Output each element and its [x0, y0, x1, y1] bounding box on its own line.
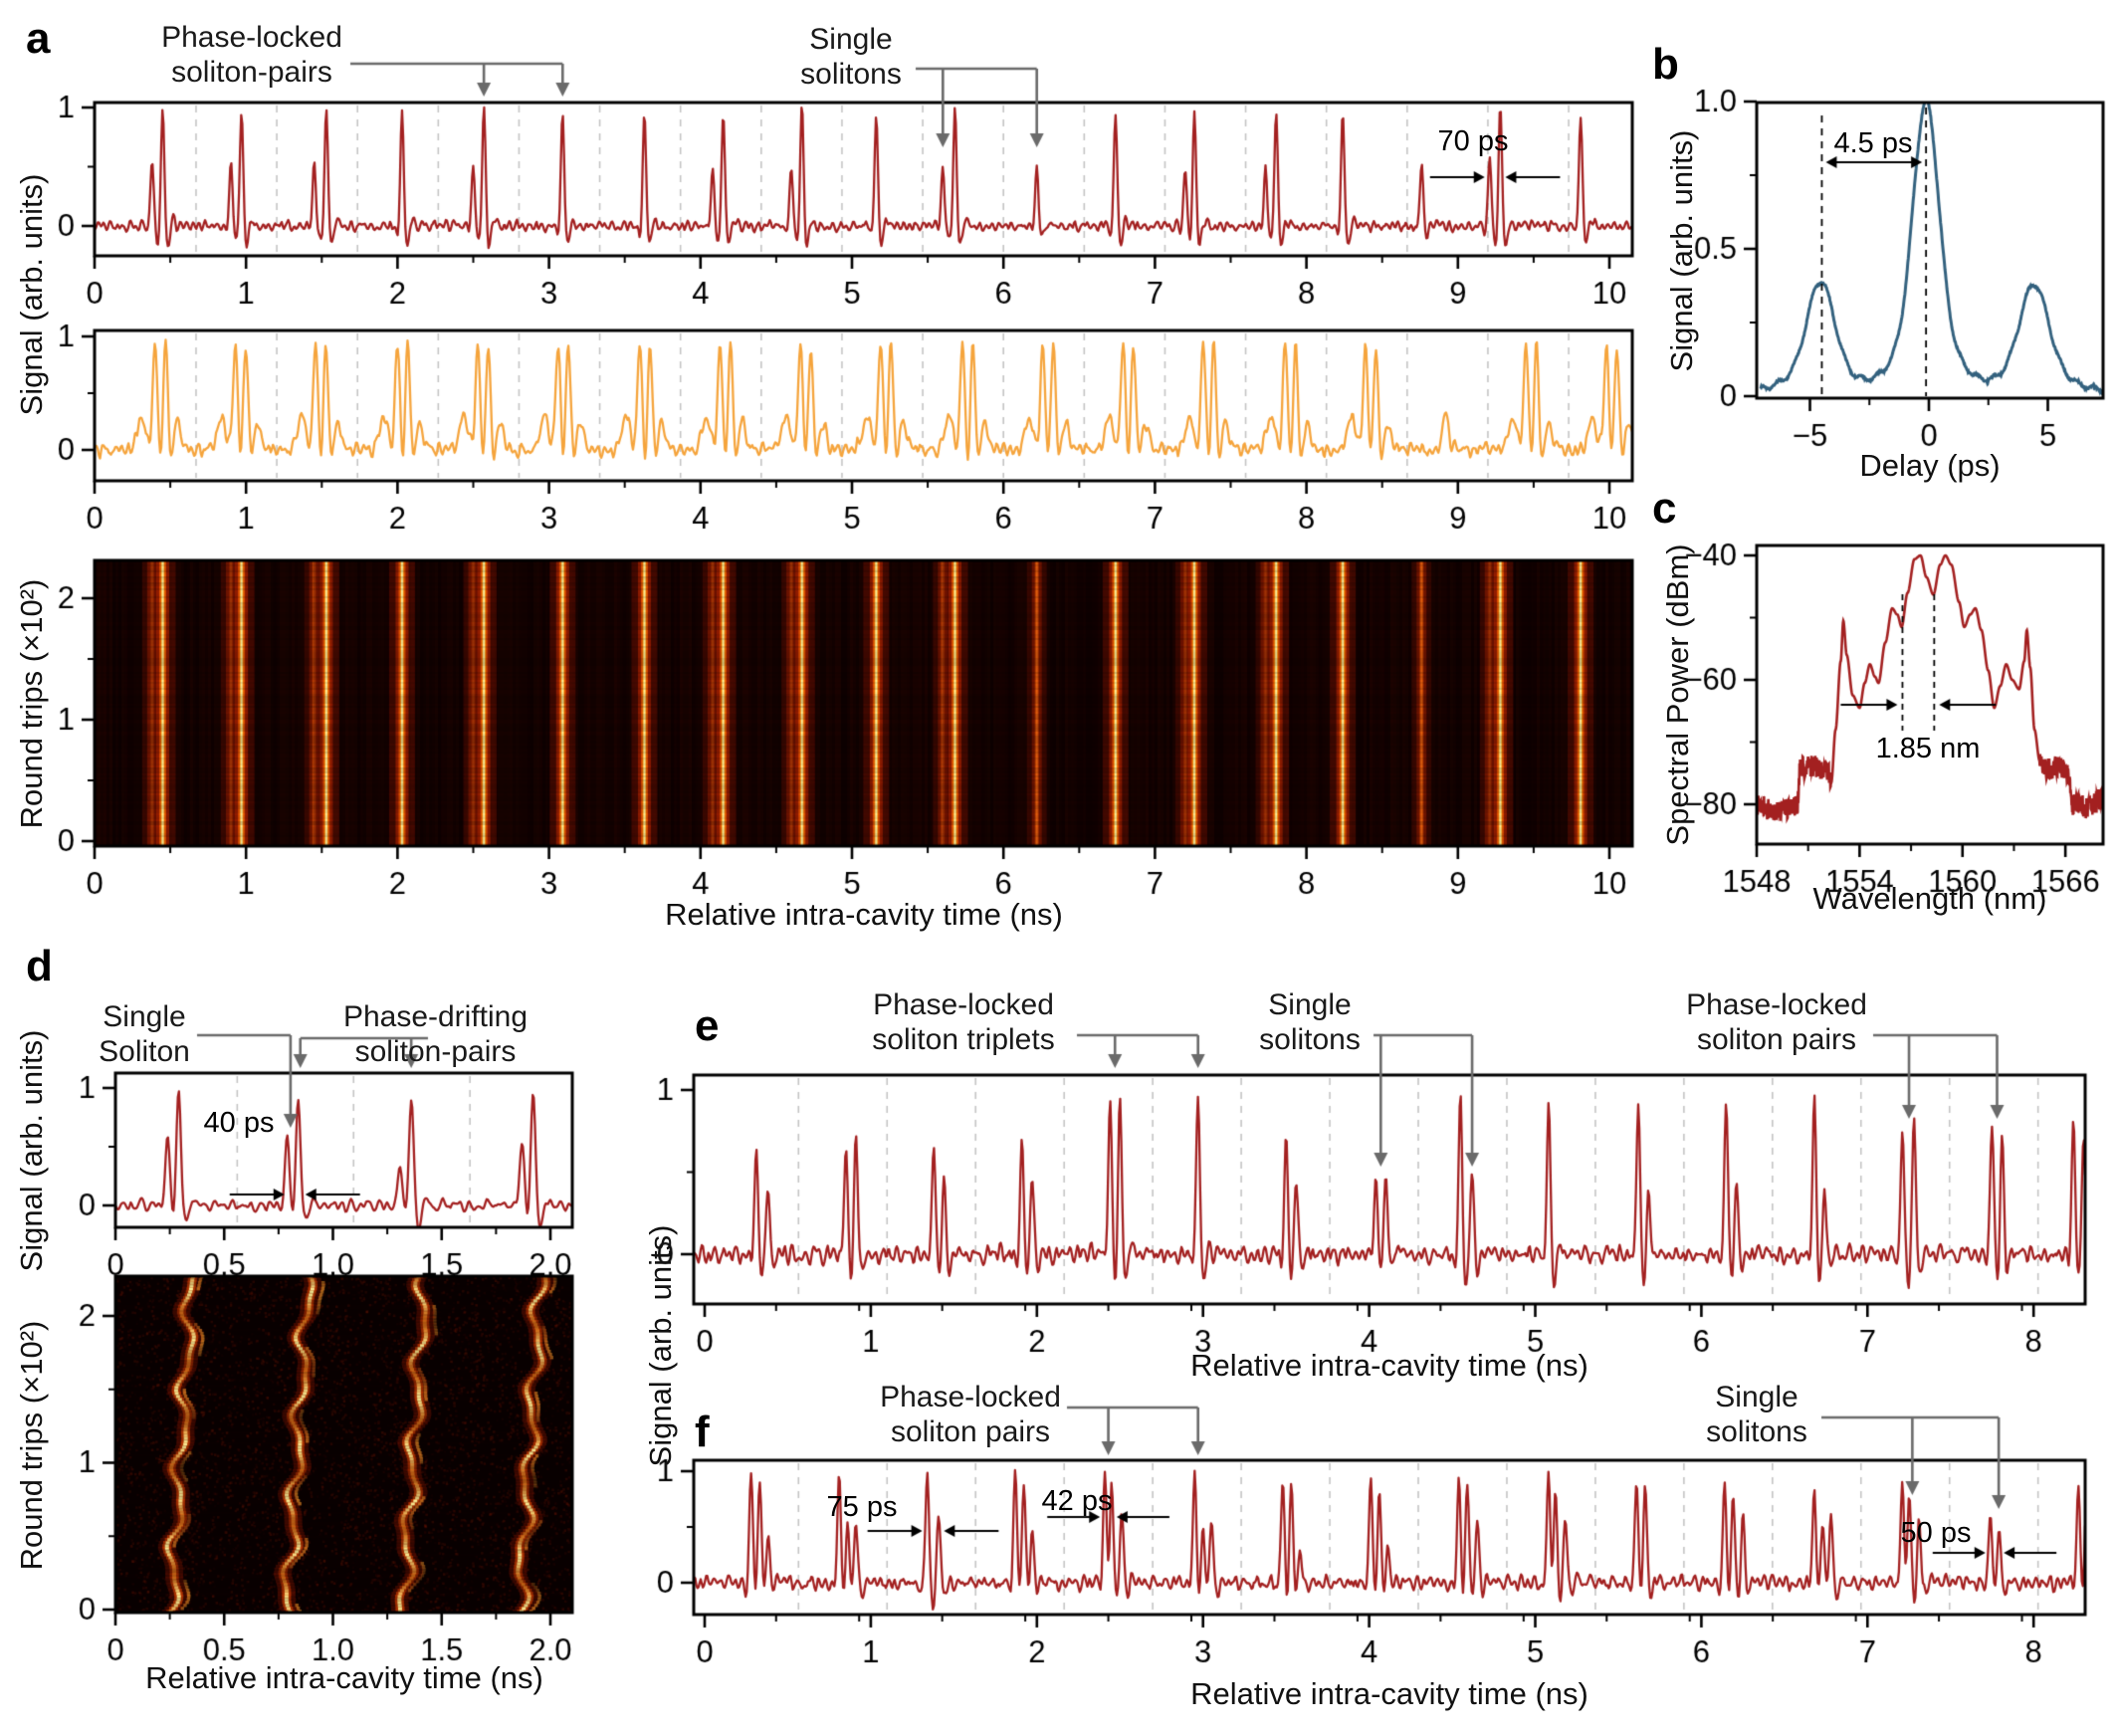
y-axis-label-spectral-power-c: Spectral Power (dBm)	[1660, 543, 1695, 846]
panel-letter-c: c	[1652, 484, 1677, 533]
annotation-42ps: 42 ps	[1041, 1485, 1113, 1517]
annotation-70ps: 70 ps	[1437, 125, 1509, 157]
annotation-line: Soliton	[99, 1035, 190, 1068]
annotation-line: Single	[1715, 1381, 1799, 1413]
annotation-line: solitons	[800, 58, 902, 91]
y-axis-label-signal-a: Signal (arb. units)	[14, 173, 49, 416]
y-axis-label-round-trips-a: Round trips (×10²)	[14, 578, 49, 829]
annotation-single-solitons-e: Single solitons	[1210, 987, 1409, 1057]
annotation-line: Phase-drifting	[342, 1000, 529, 1033]
annotation-line: Single	[809, 23, 893, 56]
y-axis-label-signal-b: Signal (arb. units)	[1664, 129, 1699, 372]
annotation-line: solitons	[1259, 1023, 1361, 1056]
x-axis-title-e: Relative intra-cavity time (ns)	[1190, 1348, 1588, 1383]
annotation-1-85nm: 1.85 nm	[1875, 733, 1981, 764]
x-axis-title-a: Relative intra-cavity time (ns)	[665, 897, 1063, 932]
panel-letter-f: f	[695, 1408, 710, 1456]
panel-letter-a: a	[26, 14, 51, 63]
annotation-phase-locked-soliton-pairs-a: Phase-locked soliton-pairs	[127, 20, 376, 90]
annotation-single-solitons-f: Single solitons	[1652, 1380, 1861, 1449]
annotation-single-soliton-d: Single Soliton	[60, 999, 229, 1069]
annotation-line: soliton pairs	[1696, 1023, 1857, 1056]
annotation-line: Single	[103, 1000, 186, 1033]
annotation-75ps: 75 ps	[826, 1491, 898, 1523]
panel-letter-d: d	[26, 942, 53, 990]
annotation-soliton-triplets-e: Phase-locked soliton triplets	[834, 987, 1093, 1057]
panel-letter-e: e	[695, 1001, 720, 1050]
annotation-40ps: 40 ps	[203, 1107, 275, 1139]
annotation-50ps: 50 ps	[1900, 1517, 1972, 1549]
annotation-line: soliton-pairs	[171, 56, 332, 89]
annotation-4-5ps: 4.5 ps	[1833, 127, 1913, 159]
y-axis-label-round-trips-d: Round trips (×10²)	[14, 1320, 49, 1571]
annotation-phase-drifting-pairs-d: Phase-drifting soliton-pairs	[328, 999, 542, 1069]
x-axis-title-d: Relative intra-cavity time (ns)	[145, 1660, 543, 1695]
annotation-line: solitons	[1706, 1415, 1807, 1448]
annotation-line: Phase-locked	[161, 21, 342, 54]
annotation-line: Phase-locked	[880, 1381, 1061, 1413]
annotation-line: soliton-pairs	[354, 1035, 517, 1068]
y-axis-label-signal-d: Signal (arb. units)	[14, 1029, 49, 1272]
annotation-line: soliton pairs	[890, 1415, 1051, 1448]
x-axis-title-c: Wavelength (nm)	[1812, 881, 2047, 916]
annotation-soliton-pairs-f: Phase-locked soliton pairs	[846, 1380, 1095, 1449]
annotation-line: soliton triplets	[872, 1023, 1055, 1056]
x-axis-title-f: Relative intra-cavity time (ns)	[1190, 1676, 1588, 1711]
annotation-soliton-pairs-e: Phase-locked soliton pairs	[1652, 987, 1901, 1057]
panel-letter-b: b	[1652, 40, 1679, 89]
x-axis-title-b: Delay (ps)	[1859, 448, 2001, 483]
y-axis-label-signal-ef: Signal (arb. units)	[643, 1224, 678, 1467]
annotation-line: Phase-locked	[873, 988, 1054, 1021]
annotation-single-solitons-a: Single solitons	[751, 22, 951, 92]
annotation-line: Single	[1268, 988, 1352, 1021]
annotation-line: Phase-locked	[1686, 988, 1867, 1021]
